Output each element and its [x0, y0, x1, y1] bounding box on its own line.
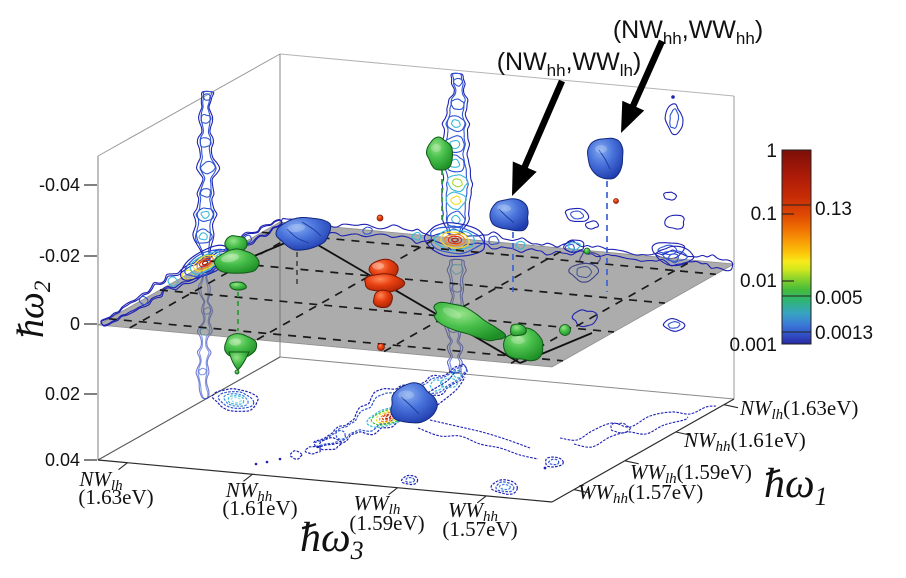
svg-text:NWhh: NWhh [225, 478, 273, 505]
svg-text:0.13: 0.13 [815, 199, 852, 220]
svg-text:0.02: 0.02 [45, 384, 80, 404]
svg-text:WWhh: WWhh [448, 498, 498, 525]
svg-text:0.1: 0.1 [751, 204, 777, 225]
svg-text:hω3: hω3 [300, 515, 364, 565]
svg-text:0.005: 0.005 [815, 288, 863, 309]
svg-text:0.0013: 0.0013 [815, 323, 873, 344]
svg-text:(1.57eV): (1.57eV) [442, 517, 517, 541]
svg-text:(1.59eV): (1.59eV) [349, 511, 424, 535]
svg-text:0.04: 0.04 [45, 450, 80, 470]
svg-text:NWhh(1.61eV): NWhh(1.61eV) [683, 428, 806, 455]
svg-text:NWlh(1.63eV): NWlh(1.63eV) [739, 396, 858, 423]
svg-text:WWhh(1.57eV): WWhh(1.57eV) [578, 480, 703, 507]
svg-text:WWlh: WWlh [354, 491, 401, 518]
svg-text:WWlh(1.59eV): WWlh(1.59eV) [630, 460, 752, 487]
svg-text:(NWhh,WWlh): (NWhh,WWlh) [497, 48, 642, 80]
svg-text:(1.61eV): (1.61eV) [222, 496, 297, 520]
svg-text:0: 0 [70, 314, 80, 334]
svg-text:(1.63eV): (1.63eV) [78, 485, 153, 509]
svg-text:NWlh: NWlh [78, 467, 122, 494]
svg-text:-0.02: -0.02 [39, 246, 80, 266]
svg-text:0.001: 0.001 [729, 335, 777, 356]
svg-text:hω2: hω2 [10, 281, 55, 338]
svg-text:-0.04: -0.04 [39, 175, 80, 195]
svg-text:1: 1 [766, 141, 777, 162]
svg-text:0.01: 0.01 [740, 271, 777, 292]
svg-text:(NWhh,WWhh): (NWhh,WWhh) [613, 16, 763, 48]
